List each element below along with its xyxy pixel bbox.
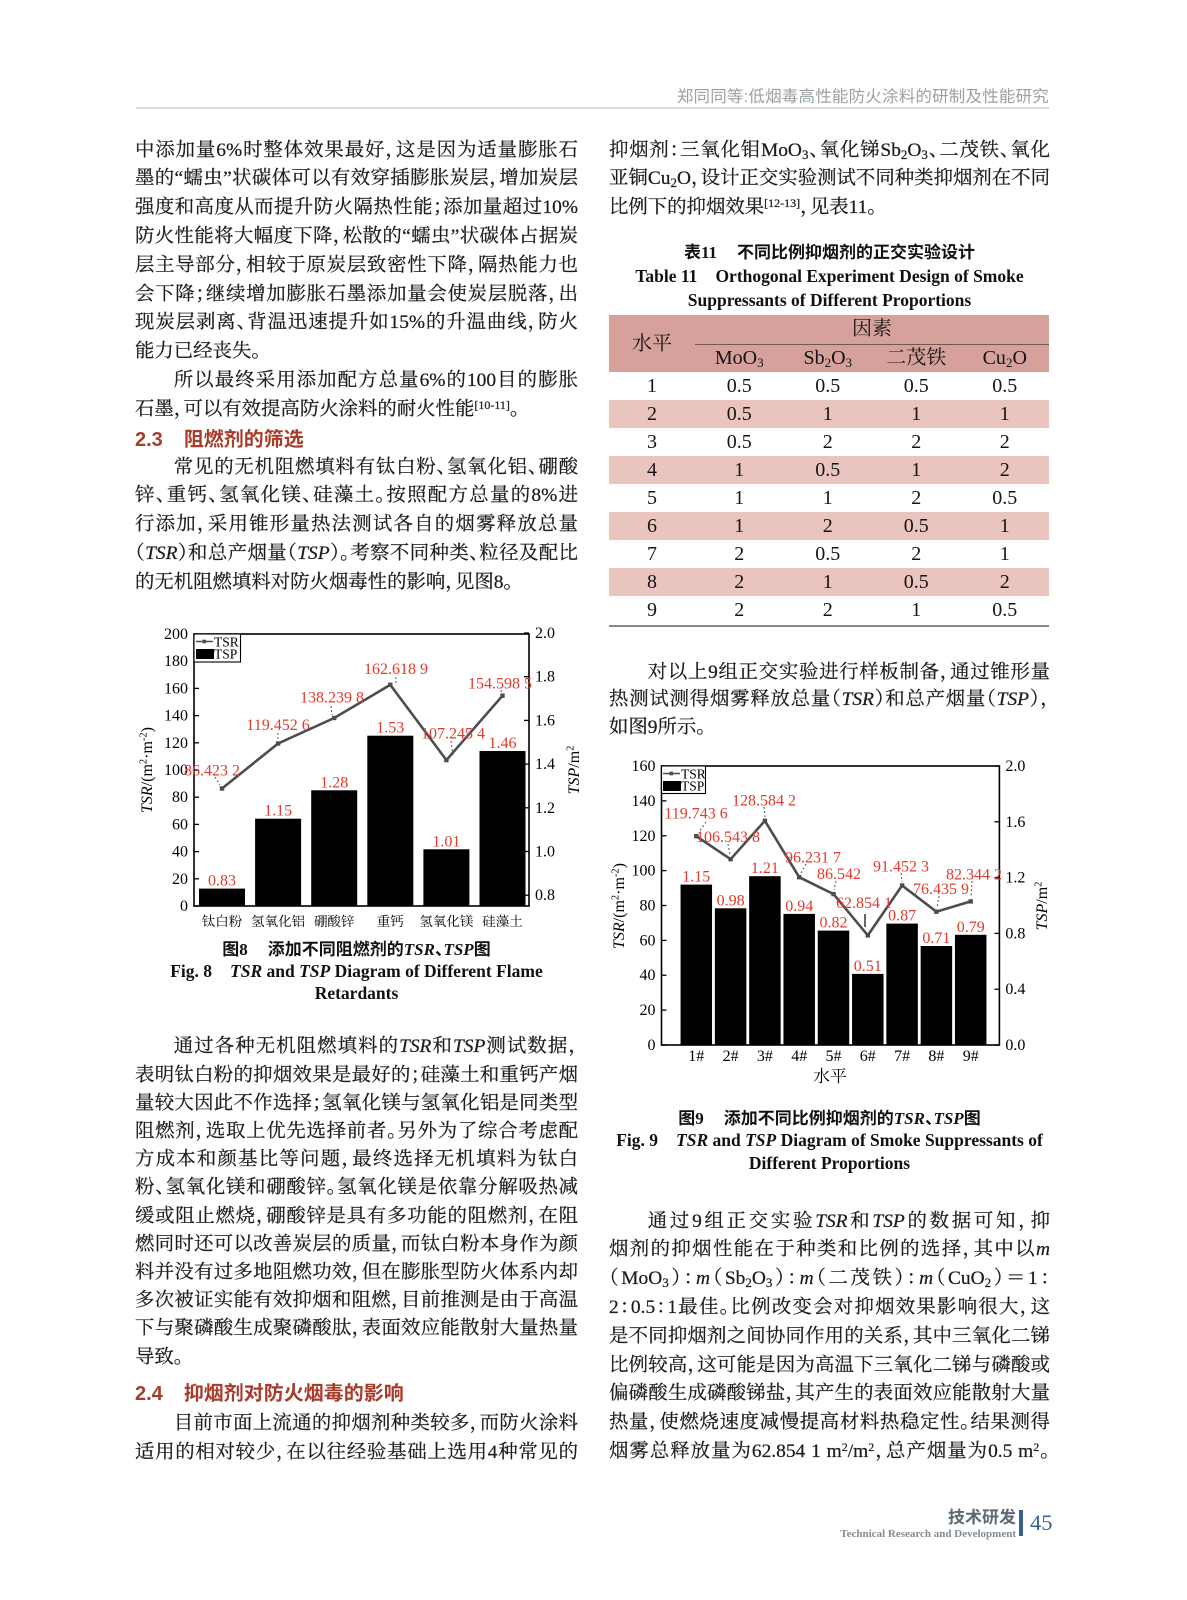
svg-text:86.423 2: 86.423 2 (184, 763, 240, 780)
svg-text:氢氧化镁: 氢氧化镁 (419, 914, 473, 929)
svg-text:200: 200 (164, 626, 188, 643)
svg-text:20: 20 (172, 871, 188, 888)
svg-text:62.854 1: 62.854 1 (836, 895, 892, 912)
svg-text:138.239 8: 138.239 8 (300, 690, 364, 707)
svg-text:TSP/m2: TSP/m2 (1034, 882, 1052, 931)
svg-text:5#: 5# (826, 1048, 842, 1065)
svg-text:6#: 6# (860, 1048, 876, 1065)
svg-text:1.28: 1.28 (320, 774, 348, 791)
svg-text:0.94: 0.94 (785, 898, 813, 915)
svg-text:0.82: 0.82 (820, 915, 848, 932)
svg-text:140: 140 (632, 793, 656, 810)
svg-text:160: 160 (632, 760, 656, 775)
svg-text:8#: 8# (928, 1048, 944, 1065)
svg-text:1.6: 1.6 (1005, 814, 1025, 831)
svg-text:1#: 1# (688, 1048, 704, 1065)
svg-text:TSR: TSR (214, 635, 239, 650)
svg-text:0.8: 0.8 (535, 887, 555, 904)
svg-text:1.21: 1.21 (751, 860, 779, 877)
svg-text:100: 100 (632, 863, 656, 880)
svg-text:钛白粉: 钛白粉 (202, 914, 243, 929)
svg-text:76.435 9: 76.435 9 (913, 881, 969, 898)
svg-text:40: 40 (640, 967, 656, 984)
svg-text:0: 0 (648, 1037, 656, 1054)
svg-text:82.344 2: 82.344 2 (946, 867, 1002, 884)
svg-text:0.83: 0.83 (208, 873, 236, 890)
svg-text:TSR/(m2·m-2): TSR/(m2·m-2) (611, 863, 629, 949)
svg-text:120: 120 (632, 828, 656, 845)
svg-text:1.15: 1.15 (264, 803, 292, 820)
svg-text:TSP/m2: TSP/m2 (566, 746, 584, 795)
svg-text:128.584 2: 128.584 2 (732, 792, 796, 809)
svg-text:107.245 4: 107.245 4 (421, 726, 485, 743)
svg-text:硅藻土: 硅藻土 (482, 914, 523, 929)
svg-text:80: 80 (172, 789, 188, 806)
svg-text:120: 120 (164, 735, 188, 752)
svg-text:0.98: 0.98 (717, 892, 745, 909)
svg-text:重钙: 重钙 (377, 914, 404, 929)
svg-text:1.15: 1.15 (682, 869, 710, 886)
svg-text:TSR: TSR (681, 767, 706, 782)
svg-text:2.0: 2.0 (535, 625, 555, 642)
svg-text:0.8: 0.8 (1005, 925, 1025, 942)
svg-text:1.2: 1.2 (1005, 870, 1025, 887)
svg-text:0: 0 (180, 898, 188, 915)
svg-text:162.618 9: 162.618 9 (364, 661, 428, 678)
svg-text:1.0: 1.0 (535, 844, 555, 861)
svg-text:119.452 6: 119.452 6 (246, 717, 309, 734)
svg-text:20: 20 (640, 1002, 656, 1019)
svg-text:TSP: TSP (681, 779, 704, 794)
svg-text:1.53: 1.53 (376, 720, 404, 737)
svg-text:180: 180 (164, 653, 188, 670)
svg-text:2#: 2# (723, 1048, 739, 1065)
svg-text:9#: 9# (963, 1048, 979, 1065)
svg-text:0.87: 0.87 (888, 908, 916, 925)
svg-text:1.2: 1.2 (535, 800, 555, 817)
svg-text:4#: 4# (791, 1048, 807, 1065)
svg-text:96.231 7: 96.231 7 (785, 849, 841, 866)
svg-text:0.0: 0.0 (1005, 1037, 1025, 1054)
svg-text:TSP: TSP (214, 647, 237, 662)
svg-text:氢氧化铝: 氢氧化铝 (251, 914, 305, 929)
svg-text:80: 80 (640, 898, 656, 915)
svg-text:100: 100 (164, 762, 188, 779)
svg-text:0.4: 0.4 (1005, 981, 1025, 998)
svg-text:7#: 7# (894, 1048, 910, 1065)
svg-text:水平: 水平 (813, 1067, 847, 1086)
svg-text:160: 160 (164, 680, 188, 697)
svg-text:0.71: 0.71 (922, 930, 950, 947)
svg-text:1.6: 1.6 (535, 712, 555, 729)
svg-text:0.51: 0.51 (854, 958, 882, 975)
svg-text:106.543 8: 106.543 8 (696, 829, 760, 846)
svg-text:硼酸锌: 硼酸锌 (314, 914, 355, 929)
svg-text:140: 140 (164, 708, 188, 725)
svg-text:86.542: 86.542 (817, 866, 861, 883)
svg-text:60: 60 (172, 816, 188, 833)
svg-text:154.598 5: 154.598 5 (468, 676, 532, 693)
svg-text:40: 40 (172, 844, 188, 861)
svg-text:TSR/(m2·m-2): TSR/(m2·m-2) (139, 727, 157, 813)
svg-text:0.79: 0.79 (957, 919, 985, 936)
svg-text:119.743 6: 119.743 6 (664, 806, 727, 823)
svg-text:3#: 3# (757, 1048, 773, 1065)
svg-text:1.4: 1.4 (535, 756, 555, 773)
svg-text:2.0: 2.0 (1005, 760, 1025, 775)
svg-text:60: 60 (640, 932, 656, 949)
svg-text:1.46: 1.46 (489, 735, 517, 752)
svg-text:91.452 3: 91.452 3 (873, 859, 929, 876)
svg-text:1.8: 1.8 (535, 669, 555, 686)
svg-text:1.01: 1.01 (432, 833, 460, 850)
